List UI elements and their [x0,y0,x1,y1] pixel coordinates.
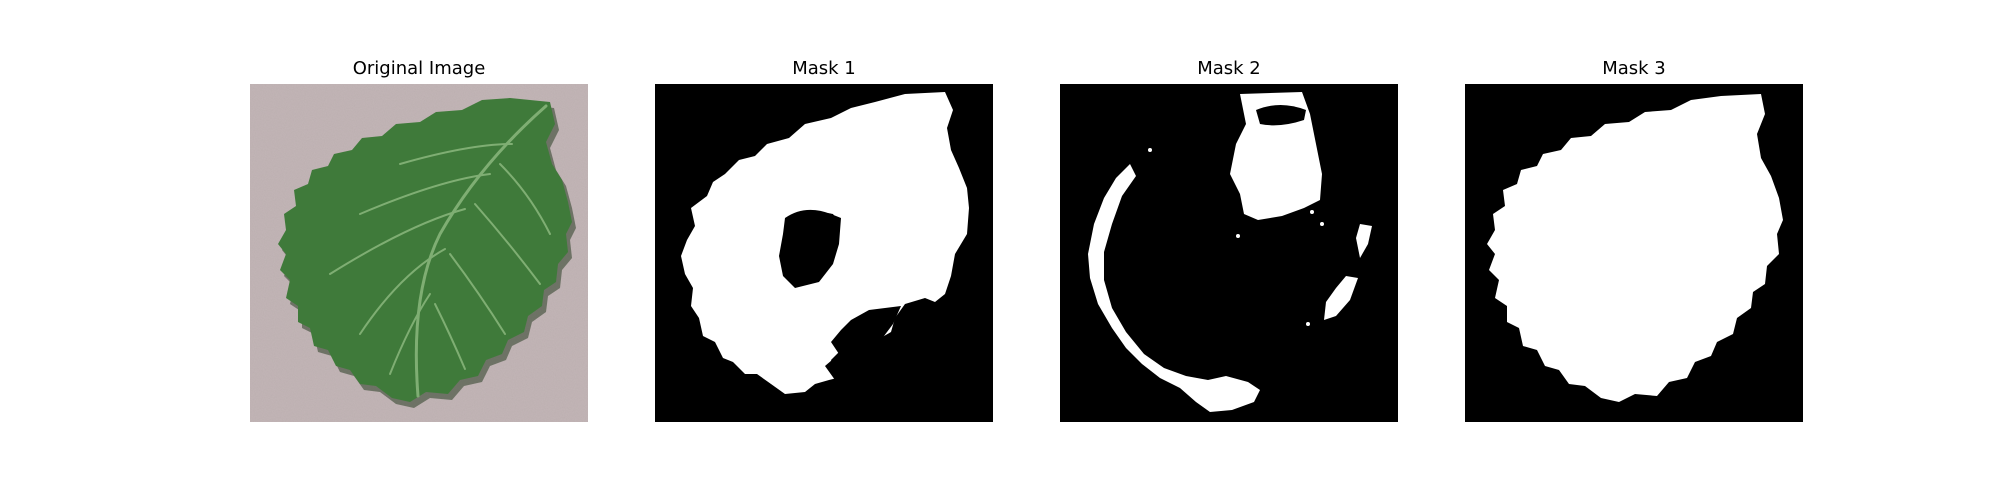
mask-3-foreground [1487,94,1783,402]
panel-title-mask-1: Mask 1 [792,58,856,79]
mask-1 [655,84,993,422]
leaf-shape [278,98,572,402]
original-image [250,84,588,422]
panel-title-mask-3: Mask 3 [1602,58,1666,79]
mask-1-image [655,84,993,422]
panel-title-original: Original Image [352,58,486,79]
panel-title-mask-2: Mask 2 [1197,58,1261,79]
mask-1-hole-upper [781,212,837,284]
leaf-photo [250,84,588,422]
mask-2 [1060,84,1398,422]
mask-2-background [1060,84,1398,422]
mask-1-hole-lower [825,306,901,380]
mask-3-image [1465,84,1803,422]
leaf-veins [329,104,551,398]
mask-1-foreground [681,92,969,394]
mask-2-foreground [1088,92,1372,412]
mask-3 [1465,84,1803,422]
mask-2-image [1060,84,1398,422]
